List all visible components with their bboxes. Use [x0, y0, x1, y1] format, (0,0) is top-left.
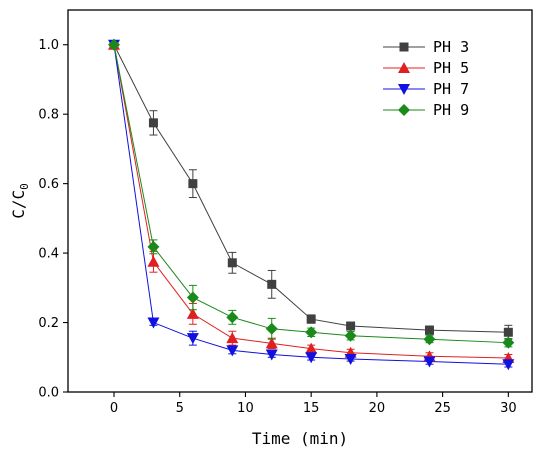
legend-marker: [398, 62, 410, 73]
data-point: [108, 38, 121, 51]
data-point: [265, 349, 278, 361]
data-point: [147, 240, 160, 253]
x-tick-label: 25: [434, 401, 451, 416]
y-tick-label: 1.0: [38, 38, 59, 53]
data-point: [186, 291, 199, 304]
plot-axes: [67, 9, 533, 393]
plot-frame: [67, 9, 533, 393]
data-point: [226, 311, 239, 324]
legend-label: PH 9: [433, 101, 469, 119]
legend-label: PH 5: [433, 59, 469, 77]
legend-item: PH 9: [383, 101, 469, 119]
x-tick-label: 5: [176, 401, 184, 416]
data-point: [424, 325, 434, 335]
plot-area: [108, 38, 515, 371]
data-point: [305, 326, 318, 339]
data-point: [186, 307, 199, 319]
data-point: [188, 179, 198, 189]
x-tick-label: 20: [369, 401, 386, 416]
data-point: [227, 258, 237, 268]
data-point: [226, 345, 239, 357]
y-axis-title-subscript: 0: [18, 183, 31, 190]
data-point: [305, 342, 318, 354]
y-tick-label: 0.6: [38, 177, 59, 192]
legend-label: PH 7: [433, 80, 469, 98]
legend-label: PH 3: [433, 38, 469, 56]
data-point: [306, 314, 316, 324]
data-point: [267, 279, 277, 289]
legend-marker: [398, 104, 410, 116]
data-point: [265, 322, 278, 335]
data-point: [226, 332, 239, 344]
data-point: [423, 333, 436, 346]
data-point: [344, 354, 357, 366]
axis-ticks: 0 5 10 15 20 25 30 0.0 0.2 0.4 0.6 0.8 1.0: [38, 38, 516, 416]
series-1: [109, 40, 513, 340]
data-point: [148, 118, 158, 128]
x-tick-label: 0: [110, 401, 118, 416]
data-point: [147, 317, 160, 329]
data-point: [305, 352, 318, 364]
x-tick-label: 15: [303, 401, 320, 416]
y-axis-title-main: C/C: [9, 190, 28, 219]
y-tick-label: 0.4: [38, 247, 59, 262]
data-point: [502, 336, 515, 349]
data-point: [147, 255, 160, 267]
legend: PH 3 PH 5 PH 7 PH 9: [383, 38, 469, 119]
y-axis-title: C/C0: [9, 183, 31, 219]
legend-item: PH 3: [383, 38, 469, 56]
data-point: [346, 321, 356, 331]
data-point: [423, 356, 436, 368]
series-3: [108, 39, 515, 371]
data-point: [344, 329, 357, 342]
x-tick-label: 10: [237, 401, 254, 416]
data-point: [265, 337, 278, 349]
legend-item: PH 5: [383, 59, 469, 77]
legend-marker: [399, 42, 409, 52]
data-point: [502, 359, 515, 371]
y-tick-label: 0.0: [38, 386, 59, 401]
data-point: [186, 333, 199, 345]
legend-item: PH 7: [383, 80, 469, 98]
data-point: [503, 327, 513, 337]
x-axis-title: Time (min): [252, 429, 348, 448]
y-tick-label: 0.2: [38, 316, 59, 331]
x-tick-label: 30: [500, 401, 517, 416]
series-4: [108, 38, 515, 349]
legend-marker: [398, 84, 410, 95]
y-tick-label: 0.8: [38, 108, 59, 123]
